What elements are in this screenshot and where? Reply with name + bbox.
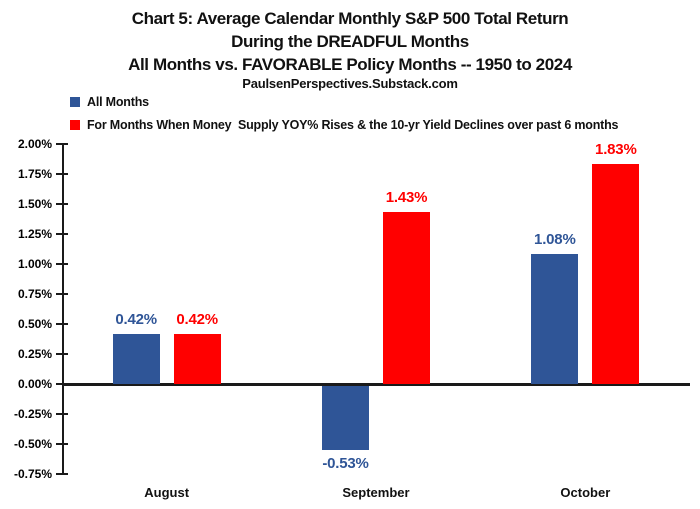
y-axis-tick-label: 2.00% bbox=[17, 137, 52, 151]
bar-value-label-october-series-1: 1.83% bbox=[595, 141, 637, 159]
x-axis-label-august: August bbox=[144, 485, 190, 500]
legend-label: All Months bbox=[87, 94, 149, 109]
bar-value-label-august-series-1: 0.42% bbox=[176, 310, 218, 328]
legend-swatch-icon bbox=[70, 96, 80, 107]
y-axis-tick bbox=[56, 263, 68, 265]
y-axis-tick bbox=[56, 443, 68, 445]
legend-item-0: All Months bbox=[70, 90, 618, 113]
y-axis-tick bbox=[56, 353, 68, 355]
chart-title-line-1: Chart 5: Average Calendar Monthly S&P 50… bbox=[131, 9, 569, 28]
y-axis-line bbox=[62, 144, 64, 474]
chart-source: PaulsenPerspectives.Substack.com bbox=[242, 76, 458, 91]
legend: All Months For Months When Money Supply Y… bbox=[70, 90, 619, 136]
y-axis-tick-label: 0.50% bbox=[17, 317, 52, 331]
y-axis-tick-label: -0.50% bbox=[13, 437, 52, 451]
bar-august-series-0 bbox=[112, 333, 160, 384]
y-axis-tick-label: 0.25% bbox=[17, 347, 52, 361]
y-axis-tick-label: 1.75% bbox=[17, 167, 52, 181]
x-axis-zero-line bbox=[62, 383, 690, 386]
bar-august-series-1 bbox=[173, 333, 221, 384]
y-axis-tick bbox=[56, 233, 68, 235]
y-axis-tick-label: 0.00% bbox=[17, 377, 52, 391]
y-axis-tick-label: -0.75% bbox=[13, 467, 52, 481]
y-axis-tick-label: -0.25% bbox=[13, 407, 52, 421]
bar-value-label-august-series-0: 0.42% bbox=[115, 310, 157, 328]
x-axis-label-october: October bbox=[560, 485, 611, 500]
y-axis-tick bbox=[56, 473, 68, 475]
legend-swatch-icon bbox=[70, 119, 80, 130]
chart-title-line-3: All Months vs. FAVORABLE Policy Months -… bbox=[128, 55, 572, 74]
legend-label: For Months When Money Supply YOY% Rises … bbox=[87, 117, 619, 132]
bar-september-series-0 bbox=[322, 386, 369, 450]
x-axis-label-september: September bbox=[342, 485, 410, 500]
y-axis-tick-label: 1.25% bbox=[17, 227, 52, 241]
bar-value-label-september-series-1: 1.43% bbox=[385, 189, 428, 207]
y-axis-tick-label: 1.50% bbox=[17, 197, 52, 211]
y-axis-tick bbox=[56, 323, 68, 325]
y-axis-tick bbox=[56, 173, 68, 175]
legend-item-1: For Months When Money Supply YOY% Rises … bbox=[70, 113, 619, 136]
chart-title-line-2: During the DREADFUL Months bbox=[231, 32, 469, 51]
y-axis-tick-label: 1.00% bbox=[17, 257, 52, 271]
y-axis-tick bbox=[56, 143, 68, 145]
bar-october-series-0 bbox=[531, 254, 579, 384]
bar-october-series-1 bbox=[592, 164, 640, 384]
bar-value-label-october-series-0: 1.08% bbox=[534, 231, 576, 249]
y-axis-tick-label: 0.75% bbox=[17, 287, 52, 301]
y-axis-tick bbox=[56, 293, 68, 295]
y-axis-tick bbox=[56, 203, 68, 205]
y-axis-tick bbox=[56, 413, 68, 415]
bar-september-series-1 bbox=[383, 212, 430, 384]
bar-value-label-september-series-0: -0.53% bbox=[322, 454, 369, 472]
